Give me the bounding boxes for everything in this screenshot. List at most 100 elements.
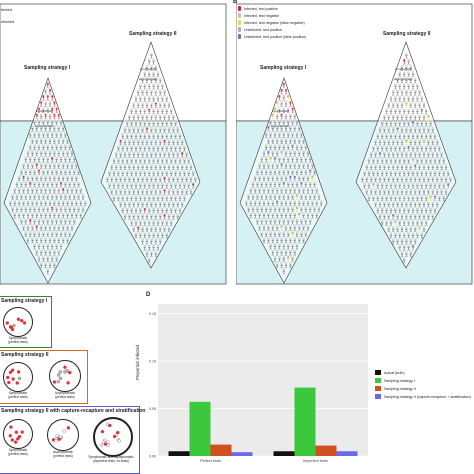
person-icon bbox=[128, 139, 131, 146]
person-icon bbox=[176, 127, 179, 134]
person-icon bbox=[37, 206, 41, 213]
person-icon bbox=[143, 158, 146, 165]
person-icon bbox=[148, 71, 151, 78]
person-icon bbox=[26, 200, 30, 207]
person-icon bbox=[422, 164, 426, 171]
person-icon bbox=[405, 114, 408, 121]
circle-label: Symptomatic (perfect tests) bbox=[8, 448, 28, 456]
person-icon bbox=[289, 188, 292, 194]
person-icon bbox=[150, 152, 153, 158]
person-icon bbox=[130, 121, 133, 127]
person-icon bbox=[282, 219, 285, 225]
person-icon bbox=[141, 127, 144, 134]
person-icon bbox=[31, 163, 34, 170]
person-icon bbox=[418, 139, 421, 146]
person-icon bbox=[396, 114, 399, 121]
strategy1-title: Sampling strategy I bbox=[24, 65, 71, 71]
person-icon bbox=[262, 188, 266, 194]
person-icon bbox=[26, 237, 30, 244]
person-icon bbox=[121, 195, 124, 202]
person-icon bbox=[387, 189, 390, 196]
b-symptomatic-label-1: symptomatic bbox=[272, 109, 289, 113]
person-icon bbox=[403, 245, 406, 251]
person-icon bbox=[33, 169, 36, 176]
person-icon bbox=[163, 127, 166, 134]
person-icon bbox=[123, 164, 127, 171]
person-icon bbox=[284, 163, 288, 170]
person-icon bbox=[170, 145, 173, 152]
person-icon bbox=[265, 157, 268, 163]
person-icon bbox=[156, 108, 160, 115]
person-icon bbox=[383, 152, 386, 158]
bar bbox=[210, 444, 232, 456]
person-icon bbox=[139, 108, 142, 115]
person-icon bbox=[35, 188, 38, 194]
person-icon bbox=[64, 231, 67, 238]
person-icon bbox=[420, 195, 423, 202]
person-icon bbox=[185, 164, 188, 171]
person-icon bbox=[134, 183, 138, 189]
person-icon bbox=[416, 183, 419, 189]
person-icon bbox=[148, 158, 151, 165]
person-icon bbox=[130, 108, 133, 115]
person-icon bbox=[137, 176, 140, 183]
person-icon bbox=[280, 126, 283, 132]
person-icon bbox=[35, 113, 38, 120]
person-icon bbox=[403, 83, 406, 90]
person-icon bbox=[418, 164, 421, 171]
person-icon bbox=[392, 114, 395, 121]
person-icon bbox=[269, 231, 272, 238]
person-icon bbox=[33, 194, 36, 201]
person-icon bbox=[55, 169, 58, 176]
person-icon bbox=[304, 194, 307, 201]
person-icon bbox=[385, 207, 388, 214]
y-tick-label: 0.05 bbox=[149, 407, 156, 411]
person-icon bbox=[298, 150, 301, 157]
person-icon bbox=[167, 214, 171, 220]
person-icon bbox=[143, 96, 146, 103]
person-icon bbox=[278, 243, 281, 250]
person-icon bbox=[317, 194, 321, 201]
person-icon bbox=[161, 207, 164, 214]
person-icon bbox=[400, 238, 404, 245]
person-icon bbox=[57, 163, 60, 170]
person-icon bbox=[280, 101, 283, 108]
people-icons-b bbox=[245, 52, 452, 275]
person-icon bbox=[363, 183, 366, 189]
person-icon bbox=[145, 238, 149, 245]
person-icon bbox=[42, 243, 45, 250]
person-icon bbox=[66, 188, 69, 194]
person-icon bbox=[64, 194, 67, 201]
person-icon bbox=[411, 158, 415, 165]
person-icon bbox=[53, 126, 56, 132]
person-icon bbox=[287, 206, 290, 213]
person-icon bbox=[33, 157, 36, 163]
person-icon bbox=[55, 231, 58, 238]
person-icon bbox=[167, 189, 171, 196]
person-icon bbox=[148, 108, 151, 115]
person-icon bbox=[315, 200, 318, 207]
person-icon bbox=[269, 144, 272, 151]
person-icon bbox=[68, 181, 71, 188]
person-icon bbox=[278, 194, 281, 201]
person-icon bbox=[112, 183, 116, 189]
legend-item: Infected, test negative bbox=[238, 13, 279, 18]
person-icon bbox=[161, 83, 164, 90]
person-icon bbox=[66, 150, 69, 157]
person-icon bbox=[374, 152, 377, 158]
person-icon bbox=[315, 188, 318, 194]
person-icon bbox=[418, 226, 421, 233]
person-icon bbox=[174, 145, 177, 152]
person-icon bbox=[422, 139, 426, 146]
person-icon bbox=[425, 158, 428, 165]
person-icon bbox=[280, 88, 283, 95]
person-icon bbox=[42, 132, 45, 139]
person-icon bbox=[284, 88, 288, 95]
person-icon bbox=[9, 200, 12, 207]
person-icon bbox=[271, 113, 274, 120]
person-icon bbox=[139, 133, 142, 140]
person-icon bbox=[73, 219, 76, 225]
person-icon bbox=[119, 189, 122, 196]
person-icon bbox=[398, 245, 401, 251]
person-icon bbox=[280, 250, 283, 256]
